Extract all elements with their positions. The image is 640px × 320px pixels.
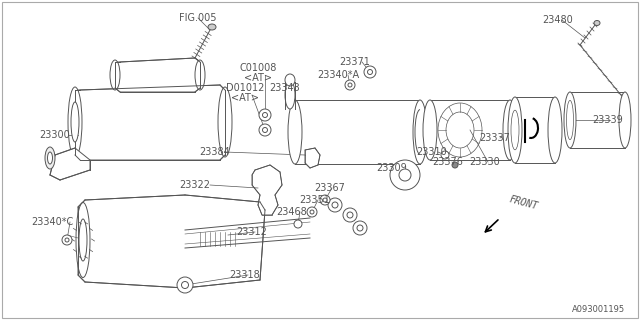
Text: 23367: 23367 (315, 183, 346, 193)
Ellipse shape (619, 92, 631, 148)
Ellipse shape (47, 152, 52, 164)
Text: 23310: 23310 (417, 147, 447, 157)
Ellipse shape (503, 100, 517, 160)
Text: D01012: D01012 (226, 83, 264, 93)
Ellipse shape (76, 203, 90, 277)
Ellipse shape (332, 202, 338, 208)
Ellipse shape (441, 151, 449, 159)
Ellipse shape (262, 113, 268, 117)
Ellipse shape (68, 87, 82, 157)
Text: 23339: 23339 (593, 115, 623, 125)
Text: 23312: 23312 (237, 227, 268, 237)
Text: 23309: 23309 (376, 163, 408, 173)
Text: 23351: 23351 (300, 195, 330, 205)
Ellipse shape (285, 81, 295, 109)
Ellipse shape (307, 207, 317, 217)
Text: 23322: 23322 (179, 180, 211, 190)
Text: <AT>: <AT> (244, 73, 272, 83)
Polygon shape (50, 148, 90, 180)
Text: 23300: 23300 (40, 130, 70, 140)
Ellipse shape (285, 74, 295, 86)
Ellipse shape (65, 238, 69, 242)
Text: 23343: 23343 (269, 83, 300, 93)
Ellipse shape (259, 109, 271, 121)
Text: 23371: 23371 (340, 57, 371, 67)
Ellipse shape (328, 198, 342, 212)
Ellipse shape (262, 127, 268, 132)
Text: 23340*C: 23340*C (31, 217, 73, 227)
Text: FIG.005: FIG.005 (179, 13, 217, 23)
Polygon shape (78, 195, 265, 288)
Text: 23330: 23330 (470, 157, 500, 167)
Ellipse shape (423, 100, 437, 160)
Polygon shape (252, 165, 282, 215)
Ellipse shape (259, 124, 271, 136)
Ellipse shape (345, 80, 355, 90)
Ellipse shape (218, 87, 232, 157)
Ellipse shape (364, 66, 376, 78)
Text: 23376: 23376 (433, 157, 463, 167)
Ellipse shape (357, 225, 363, 231)
Ellipse shape (413, 100, 427, 164)
Text: 23480: 23480 (543, 15, 573, 25)
Ellipse shape (548, 97, 562, 163)
Ellipse shape (594, 20, 600, 26)
Polygon shape (305, 148, 320, 168)
Ellipse shape (343, 208, 357, 222)
Ellipse shape (452, 162, 458, 168)
Ellipse shape (110, 60, 120, 90)
Ellipse shape (367, 69, 372, 75)
Text: 23468: 23468 (276, 207, 307, 217)
Ellipse shape (288, 100, 302, 164)
Ellipse shape (323, 198, 327, 202)
Text: <AT>: <AT> (231, 93, 259, 103)
Ellipse shape (45, 147, 55, 169)
Ellipse shape (71, 102, 79, 142)
Ellipse shape (508, 97, 522, 163)
Ellipse shape (564, 92, 576, 148)
Text: A093001195: A093001195 (572, 306, 625, 315)
Ellipse shape (294, 220, 302, 228)
Ellipse shape (79, 219, 87, 261)
Text: 23318: 23318 (230, 270, 260, 280)
Ellipse shape (182, 282, 189, 289)
Text: 23340*A: 23340*A (317, 70, 359, 80)
Ellipse shape (353, 221, 367, 235)
Polygon shape (75, 85, 225, 160)
Ellipse shape (208, 24, 216, 30)
Ellipse shape (310, 210, 314, 214)
Ellipse shape (195, 60, 205, 90)
Polygon shape (115, 58, 200, 92)
Ellipse shape (347, 212, 353, 218)
Ellipse shape (62, 235, 72, 245)
Ellipse shape (390, 160, 420, 190)
Text: 23384: 23384 (200, 147, 230, 157)
Text: 23337: 23337 (479, 133, 511, 143)
Ellipse shape (348, 83, 352, 87)
Ellipse shape (320, 195, 330, 205)
Text: FRONT: FRONT (508, 195, 539, 212)
Text: C01008: C01008 (239, 63, 276, 73)
Ellipse shape (399, 169, 411, 181)
Ellipse shape (177, 277, 193, 293)
